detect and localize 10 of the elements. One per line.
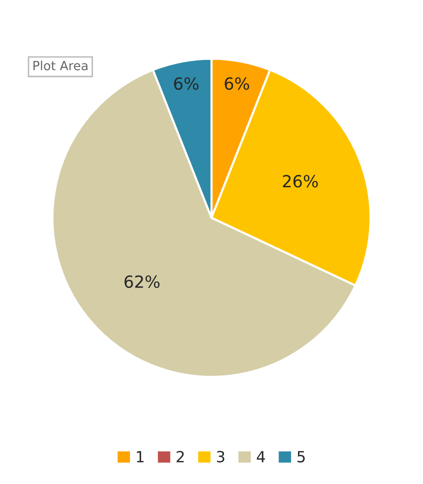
legend-label: 4 xyxy=(256,451,265,462)
data-label: 6% xyxy=(174,77,198,90)
text: Plot Area xyxy=(33,60,88,70)
data-label: 6% xyxy=(224,77,250,90)
legend-label: 2 xyxy=(176,450,184,462)
legend-label: 5 xyxy=(298,451,305,462)
data-label: 26% xyxy=(282,174,318,188)
legend-label: 1 xyxy=(136,451,144,462)
legend-label: 3 xyxy=(216,450,224,462)
data-label: 62% xyxy=(124,275,160,288)
